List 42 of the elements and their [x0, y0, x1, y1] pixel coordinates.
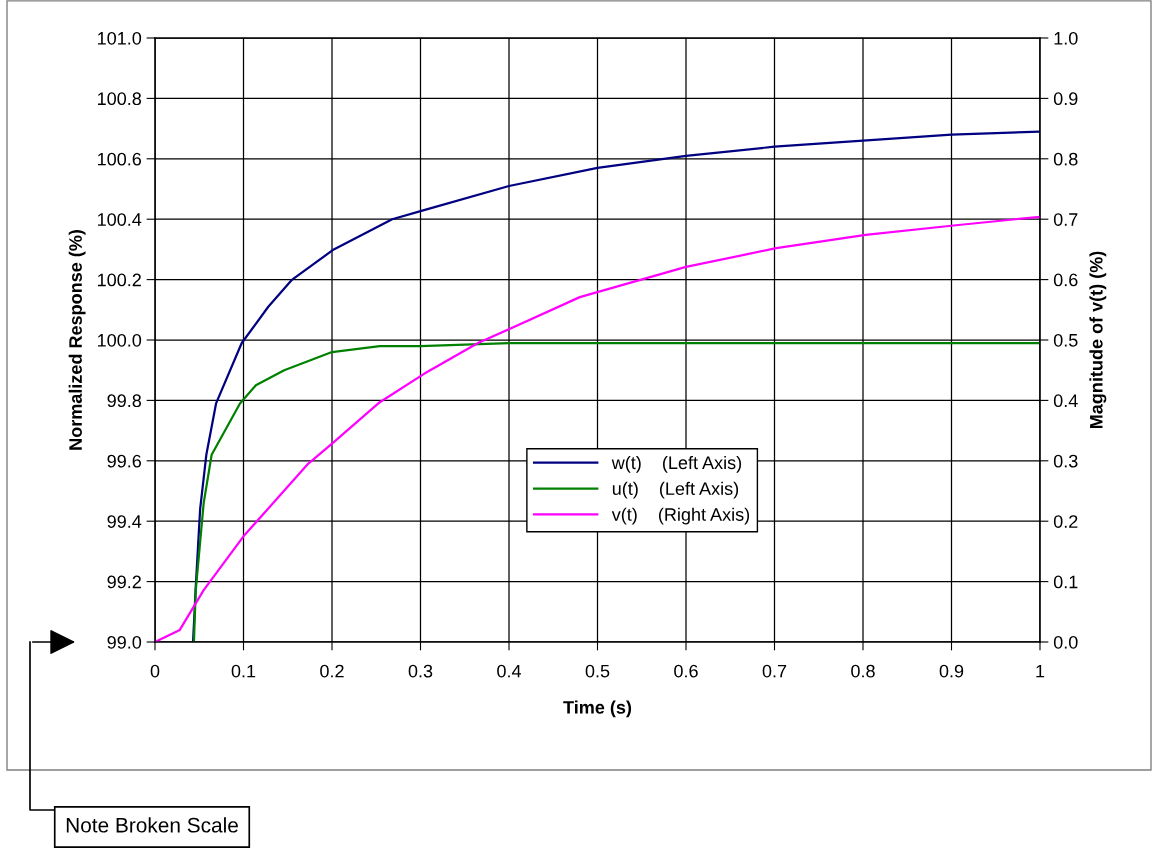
- y-tick-label: 99.2: [107, 575, 141, 589]
- line-series: [192, 341, 1040, 642]
- y-tick-label: 100.2: [98, 273, 141, 287]
- x-tick-label: 0.2: [320, 664, 344, 678]
- y2-tick-label: 0.9: [1053, 92, 1078, 106]
- text: Note Broken Scale: [66, 817, 238, 833]
- legend-label: v(t) (Right Axis): [611, 507, 750, 525]
- y-tick-label: 99.0: [107, 635, 142, 649]
- x-axis-title: Time (s): [563, 700, 632, 718]
- y-tick-label: 99.4: [107, 515, 142, 528]
- y-tick-label: 101.0: [98, 31, 142, 45]
- y-tick-label: 99.8: [107, 394, 142, 408]
- y2-tick-label: 0.5: [1053, 333, 1078, 347]
- y2-tick-label: 0.0: [1053, 635, 1078, 649]
- x-tick-label: 0.1: [231, 664, 256, 678]
- y2-tick-label: 0.2: [1053, 515, 1078, 528]
- x-tick-label: 0.5: [585, 664, 610, 678]
- x-tick-label: 0.6: [674, 664, 698, 678]
- y2-tick-label: 1.0: [1054, 31, 1078, 45]
- y2-tick-label: 0.7: [1053, 213, 1078, 226]
- legend-label: u(t) (Left Axis): [612, 481, 739, 499]
- y2-tick-label: 0.3: [1053, 454, 1078, 468]
- line-series: [191, 130, 1040, 642]
- y-tick-label: 99.6: [107, 454, 142, 468]
- y-axis-title: Normalized Response (%): [68, 230, 86, 450]
- y2-tick-label: 0.1: [1053, 575, 1078, 589]
- y-tick-label: 100.8: [98, 92, 142, 106]
- x-tick-label: 0.8: [851, 664, 875, 678]
- y2-tick-label: 0.6: [1053, 273, 1078, 287]
- y2-axis-title: Magnitude of v(t) (%): [1089, 251, 1107, 429]
- y-tick-label: 100.0: [98, 333, 142, 347]
- x-tick-label: 0.9: [939, 664, 964, 678]
- y-tick-label: 100.6: [98, 152, 142, 166]
- x-tick-label: 0.4: [497, 664, 522, 678]
- x-tick-label: 0.3: [408, 664, 433, 678]
- x-tick-label: 0.7: [762, 664, 787, 678]
- x-tick-label: 1: [1036, 664, 1045, 678]
- y2-tick-label: 0.4: [1053, 394, 1078, 408]
- legend-label: w(t) (Left Axis): [611, 455, 742, 473]
- x-tick-label: 0: [150, 664, 160, 678]
- y2-tick-label: 0.8: [1053, 152, 1078, 166]
- y-tick-label: 100.4: [98, 213, 142, 226]
